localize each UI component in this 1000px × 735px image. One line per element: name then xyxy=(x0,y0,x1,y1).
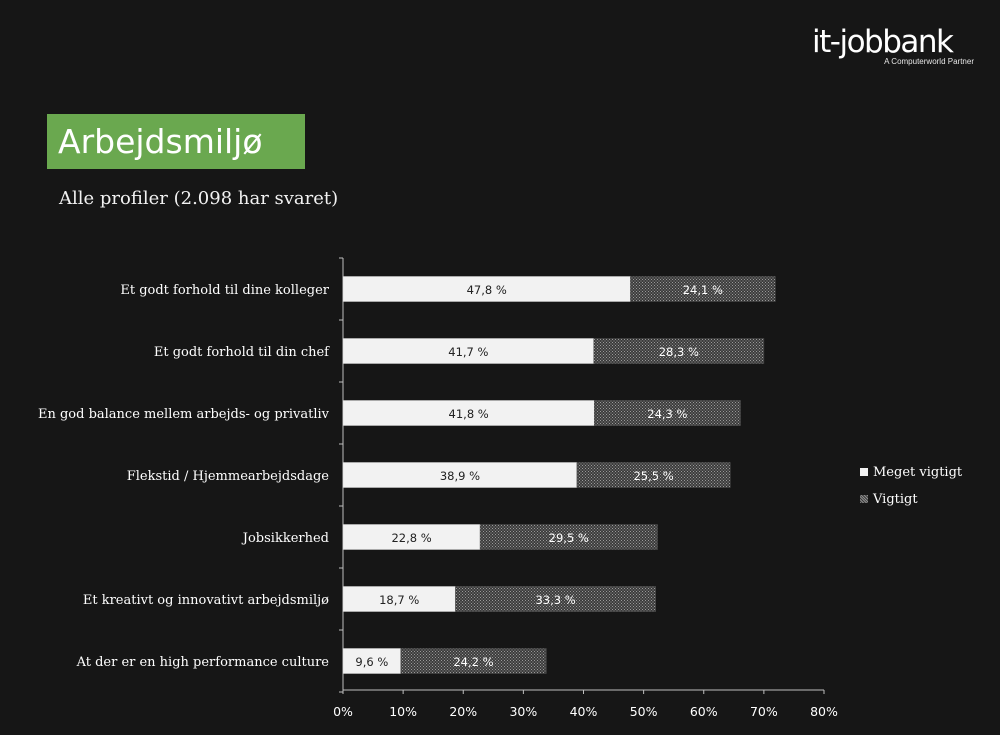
x-tick-label: 80% xyxy=(810,704,838,719)
data-label: 24,1 % xyxy=(683,283,723,297)
x-tick-label: 70% xyxy=(750,704,778,719)
legend-swatch-vigtigt xyxy=(860,495,868,503)
legend-swatch-meget-vigtigt xyxy=(860,468,868,476)
bar-segment-meget-vigtigt xyxy=(342,338,594,364)
data-label: 33,3 % xyxy=(535,593,575,607)
bar-segment-meget-vigtigt xyxy=(342,462,578,488)
data-label: 41,8 % xyxy=(449,407,489,421)
x-tick-label: 20% xyxy=(449,704,477,719)
data-label: 28,3 % xyxy=(659,345,699,359)
x-tick-label: 50% xyxy=(630,704,658,719)
category-label: Et godt forhold til din chef xyxy=(154,345,330,360)
data-label: 24,3 % xyxy=(647,407,687,421)
legend-label-meget-vigtigt: Meget vigtigt xyxy=(873,464,963,480)
data-label: 22,8 % xyxy=(391,531,431,545)
bar-segment-meget-vigtigt xyxy=(342,400,595,426)
it-jobbank-logo: it-jobbank A Computerworld Partner xyxy=(812,24,977,66)
page-subtitle: Alle profiler (2.098 har svaret) xyxy=(59,188,339,209)
page-title: Arbejdsmiljø xyxy=(58,122,263,161)
title-banner: Arbejdsmiljø xyxy=(47,114,305,169)
data-label: 41,7 % xyxy=(448,345,488,359)
bar-segment-vigtigt xyxy=(455,586,656,612)
category-label: At der er en high performance culture xyxy=(76,655,330,670)
category-label: En god balance mellem arbejds- og privat… xyxy=(38,407,330,422)
x-tick-label: 0% xyxy=(333,704,353,719)
data-label: 25,5 % xyxy=(633,469,673,483)
x-tick-label: 10% xyxy=(389,704,417,719)
data-label: 38,9 % xyxy=(440,469,480,483)
x-tick-label: 30% xyxy=(509,704,537,719)
x-tick-label: 40% xyxy=(570,704,598,719)
bar-segment-vigtigt xyxy=(576,462,731,488)
x-tick-label: 60% xyxy=(690,704,718,719)
chart-legend: Meget vigtigt Vigtigt xyxy=(860,463,962,517)
bar-segment-vigtigt xyxy=(479,524,658,550)
logo-tagline: A Computerworld Partner xyxy=(884,57,974,66)
legend-item-vigtigt: Vigtigt xyxy=(860,490,962,508)
data-label: 24,2 % xyxy=(453,655,493,669)
category-label: Et kreativt og innovativt arbejdsmiljø xyxy=(83,593,329,608)
data-label: 29,5 % xyxy=(549,531,589,545)
bar-segment-vigtigt xyxy=(594,400,741,426)
bar-segment-meget-vigtigt xyxy=(342,648,401,674)
legend-item-meget-vigtigt: Meget vigtigt xyxy=(860,463,962,481)
data-label: 9,6 % xyxy=(355,655,388,669)
category-label: Flekstid / Hjemmearbejdsdage xyxy=(127,469,330,484)
category-label: Et godt forhold til dine kolleger xyxy=(120,283,329,298)
bar-segment-vigtigt xyxy=(630,276,776,302)
data-label: 47,8 % xyxy=(467,283,507,297)
legend-label-vigtigt: Vigtigt xyxy=(873,491,918,507)
category-label: Jobsikkerhed xyxy=(241,531,329,546)
logo-wordmark: it-jobbank xyxy=(812,24,954,60)
bar-segment-vigtigt xyxy=(400,648,547,674)
bar-segment-vigtigt xyxy=(593,338,765,364)
data-label: 18,7 % xyxy=(379,593,419,607)
